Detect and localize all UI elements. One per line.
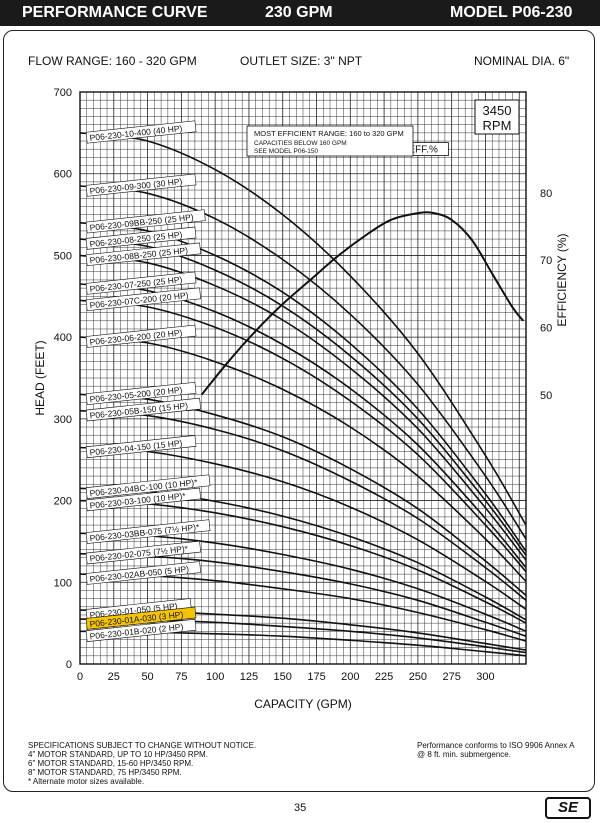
series-label-group: P06-230-02-075 (7½ HP)* — [85, 540, 202, 565]
footer-motor-4in: 4" MOTOR STANDARD, UP TO 10 HP/3450 RPM. — [28, 750, 208, 759]
header-title: PERFORMANCE CURVE — [22, 4, 208, 21]
series-label-box — [85, 209, 206, 234]
y-tick-label: 100 — [54, 577, 72, 589]
brand-logo: SE — [545, 797, 591, 819]
series-label-box — [85, 397, 202, 422]
series-label: P06-230-06-200 (20 HP) — [89, 327, 183, 347]
series-label-box — [85, 242, 202, 267]
series-label-box — [85, 271, 197, 295]
y2-tick-label: 60 — [540, 323, 552, 335]
efficiency-curve — [200, 211, 525, 396]
series-label-box — [85, 324, 197, 348]
series-label-box — [85, 519, 211, 544]
series-label: P06-230-09-300 (30 HP) — [89, 176, 183, 196]
head-curve — [79, 336, 527, 583]
header-flow: 230 GPM — [265, 4, 333, 21]
x-tick-label: 275 — [442, 671, 460, 683]
y2-tick-label: 80 — [540, 188, 552, 200]
note-line-1: MOST EFFICIENT RANGE: 160 to 320 GPM — [254, 129, 404, 138]
header-model: MODEL P06-230 — [450, 4, 573, 21]
x-tick-label: 0 — [77, 671, 83, 683]
efficiency-label: EFF.% — [408, 145, 438, 156]
x-axis-label: CAPACITY (GPM) — [254, 697, 352, 711]
head-curve — [79, 185, 527, 540]
note-line-3: SEE MODEL P06-150 — [254, 148, 318, 155]
x-tick-label: 50 — [141, 671, 153, 683]
series-label-box — [85, 173, 197, 197]
series-label-box — [85, 487, 202, 512]
footer-alternate: * Alternate motor sizes available. — [28, 777, 145, 786]
head-curve — [79, 393, 527, 597]
flow-range-label: FLOW RANGE: 160 - 320 GPM — [28, 54, 197, 68]
x-tick-label: 200 — [341, 671, 359, 683]
y-tick-label: 500 — [54, 250, 72, 262]
series-label-box — [85, 435, 197, 459]
y-tick-label: 400 — [54, 332, 72, 344]
plot-border — [79, 91, 527, 665]
y2-tick-label: 50 — [540, 390, 552, 402]
series-label-box — [85, 561, 202, 585]
series-label-group: P06-230-06-200 (20 HP) — [85, 324, 197, 348]
footer-submergence: @ 8 ft. min. submergence. — [417, 750, 511, 759]
series-label-box — [85, 540, 202, 565]
page-number: 35 — [294, 802, 307, 814]
y-tick-label: 200 — [54, 496, 72, 508]
series-label-box — [85, 120, 197, 144]
series-label-box — [85, 226, 197, 250]
series-label-group: P06-230-04-150 (15 HP) — [85, 435, 197, 459]
x-tick-label: 150 — [274, 671, 292, 683]
series-label-box — [85, 287, 202, 312]
x-tick-label: 300 — [476, 671, 494, 683]
note-line-2: CAPACITIES BELOW 160 GPM — [254, 140, 347, 147]
x-tick-label: 25 — [108, 671, 120, 683]
page-frame — [3, 30, 595, 792]
rpm-value: 3450 — [483, 103, 512, 118]
footer-motor-8in: 8" MOTOR STANDARD, 75 HP/3450 RPM. — [28, 768, 182, 777]
head-curve — [79, 409, 527, 601]
series-label: P06-230-08B-250 (25 HP) — [89, 245, 188, 265]
series-label-group: P06-230-02AB-050 (5 HP) — [85, 561, 202, 585]
series-label-box — [85, 474, 211, 499]
y-tick-label: 700 — [54, 87, 72, 99]
nominal-dia-label: NOMINAL DIA. 6" — [474, 54, 570, 68]
head-curve — [79, 254, 527, 561]
x-tick-label: 100 — [206, 671, 224, 683]
x-tick-label: 125 — [240, 671, 258, 683]
y-axis-label: HEAD (FEET) — [33, 340, 47, 415]
head-curve — [79, 299, 527, 573]
y-tick-label: 0 — [66, 659, 72, 671]
highlight-label-box — [85, 606, 197, 630]
y-tick-label: 300 — [54, 414, 72, 426]
x-tick-label: 175 — [307, 671, 325, 683]
series-label: P06-230-07C-200 (20 HP) — [89, 290, 189, 310]
head-curve — [79, 132, 527, 526]
y2-tick-label: 70 — [540, 255, 552, 267]
x-tick-label: 75 — [175, 671, 187, 683]
series-label: P06-230-05B-150 (15 HP) — [89, 400, 188, 420]
footer-motor-6in: 6" MOTOR STANDARD, 15-60 HP/3450 RPM. — [28, 759, 194, 768]
note-box — [246, 125, 414, 157]
y-tick-label: 600 — [54, 169, 72, 181]
header-bar: PERFORMANCE CURVE 230 GPM MODEL P06-230 — [0, 0, 600, 26]
x-tick-label: 225 — [375, 671, 393, 683]
head-curve — [79, 487, 527, 621]
x-tick-label: 250 — [409, 671, 427, 683]
head-curve — [79, 446, 527, 610]
series-label: P06-230-10-400 (40 HP) — [89, 123, 183, 143]
y2-axis-label: EFFICIENCY (%) — [555, 233, 569, 326]
footer-iso: Performance conforms to ISO 9906 Annex A — [417, 741, 575, 750]
series-label-box — [85, 618, 197, 642]
footer-notice: SPECIFICATIONS SUBJECT TO CHANGE WITHOUT… — [28, 741, 257, 750]
outlet-size-label: OUTLET SIZE: 3" NPT — [240, 54, 363, 68]
series-label: P06-230-02-075 (7½ HP)* — [89, 543, 189, 563]
rpm-box — [474, 99, 520, 135]
series-label-box — [85, 381, 197, 405]
series-label-group: P06-230-09-300 (30 HP) — [85, 173, 197, 197]
rpm-unit: RPM — [483, 118, 512, 133]
